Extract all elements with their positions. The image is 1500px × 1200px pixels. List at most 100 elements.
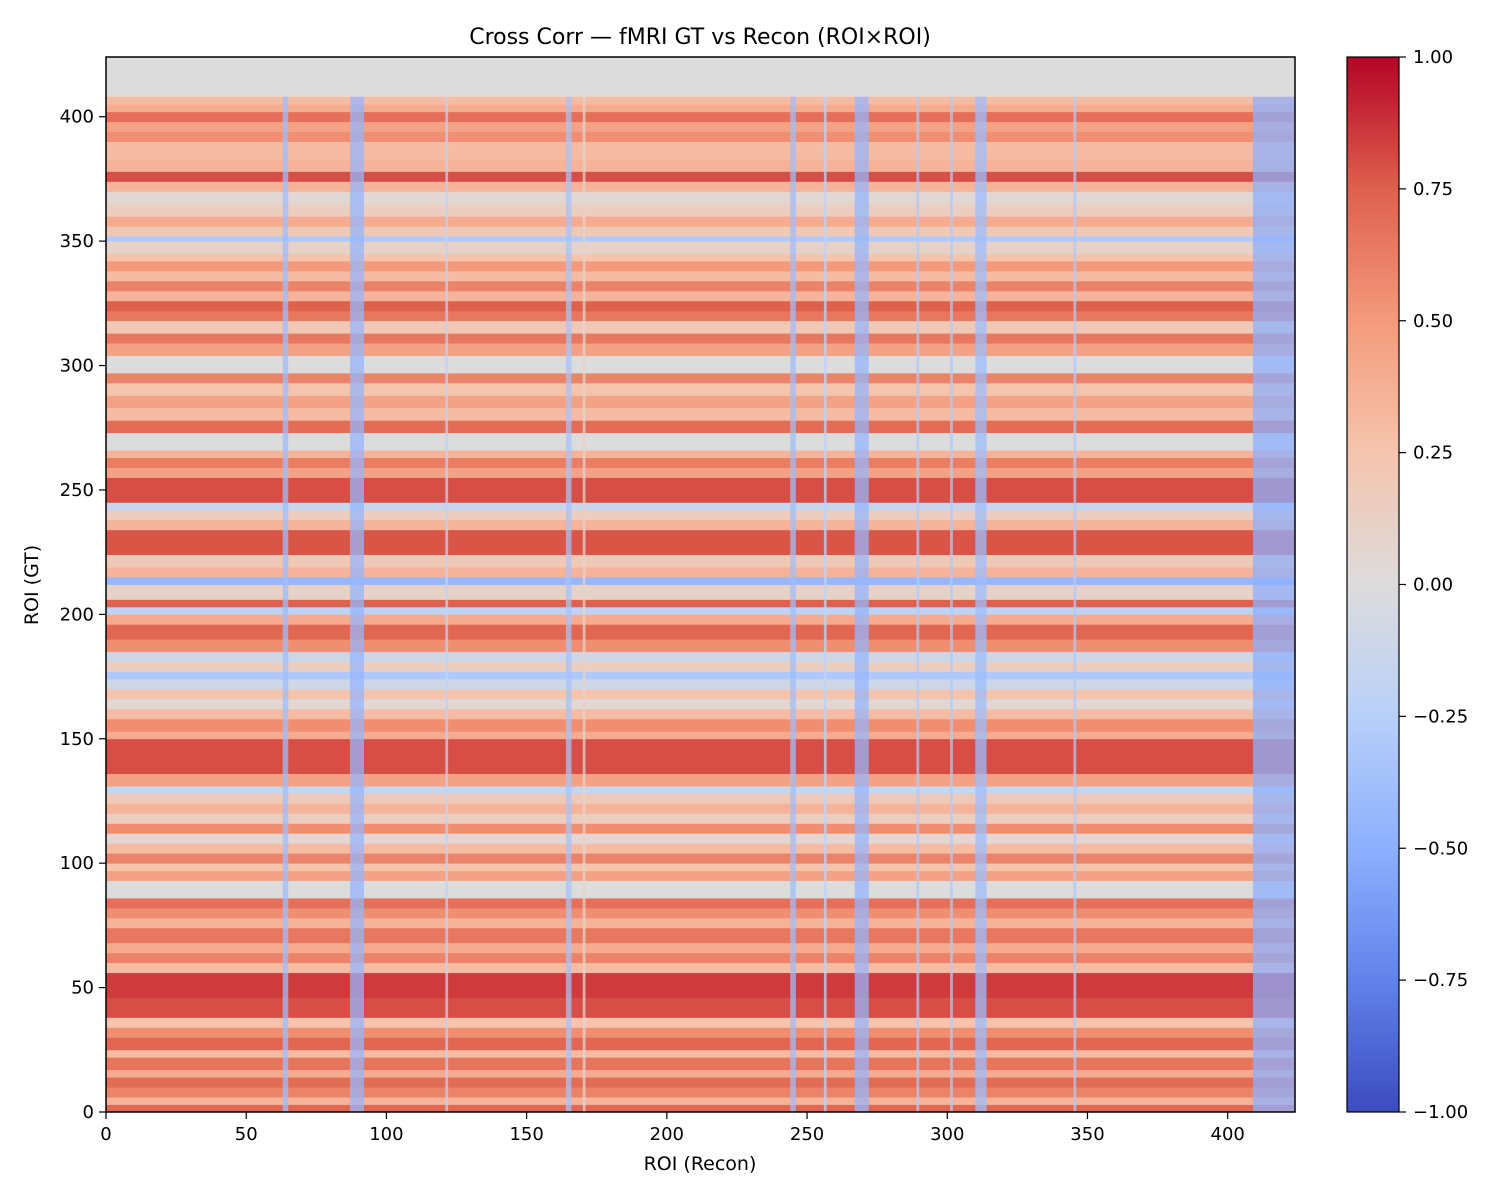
heatmap-row-band xyxy=(106,216,1295,227)
y-tick-label: 0 xyxy=(83,1102,94,1123)
heatmap-row-band xyxy=(106,253,1295,262)
heatmap-row-band xyxy=(106,1017,1295,1028)
heatmap-row-band xyxy=(106,320,1295,334)
heatmap-row-band xyxy=(106,111,1295,123)
heatmap-row-band xyxy=(106,171,1295,182)
heatmap-row-band xyxy=(106,927,1295,944)
heatmap-row-band xyxy=(106,773,1295,787)
colorbar-tick-label: −0.50 xyxy=(1413,838,1468,859)
heatmap-row-band xyxy=(106,203,1295,217)
heatmap-column-band xyxy=(1073,96,1077,1112)
heatmap-row-band xyxy=(106,502,1295,511)
heatmap-row-band xyxy=(106,1104,1295,1113)
x-tick-label: 300 xyxy=(930,1124,964,1145)
heatmap-row-band xyxy=(106,813,1295,824)
y-tick-label: 250 xyxy=(60,480,94,501)
heatmap-row-band xyxy=(106,1049,1295,1058)
heatmap-row-band xyxy=(106,793,1295,804)
y-tick-label: 50 xyxy=(71,978,94,999)
heatmap-row-band xyxy=(106,191,1295,205)
heatmap-row-band xyxy=(106,355,1295,374)
heatmap-row-band xyxy=(106,1087,1295,1098)
y-tick-label: 300 xyxy=(60,356,94,377)
x-tick-label: 250 xyxy=(790,1124,824,1145)
heatmap-row-band xyxy=(106,823,1295,834)
heatmap-row-band xyxy=(106,997,1295,1018)
heatmap-row-band xyxy=(106,661,1295,672)
heatmap-row-band xyxy=(106,584,1295,600)
colorbar: 1.00 0.75 0.50 0.25 0.00 −0.25 −0.50 −0.75 −1.00 xyxy=(1346,47,1468,1123)
heatmap-row-band xyxy=(106,731,1295,740)
colorbar-tick-label: −0.75 xyxy=(1413,970,1468,991)
heatmap-row-band xyxy=(106,870,1295,881)
heatmap-row-band xyxy=(106,457,1295,468)
y-tick-label: 200 xyxy=(60,604,94,625)
heatmap-row-band xyxy=(106,698,1295,710)
heatmap-row-band xyxy=(106,679,1295,690)
heatmap-row-band xyxy=(106,290,1295,302)
heatmap-column-band xyxy=(445,96,449,1112)
heatmap-row-band xyxy=(106,898,1295,909)
heatmap-column-band xyxy=(950,96,953,1112)
colorbar-tick-label: 0.00 xyxy=(1413,575,1453,596)
colorbar-tick-label: 0.25 xyxy=(1413,443,1453,464)
heatmap-row-band xyxy=(106,477,1295,503)
heatmap-row-band xyxy=(106,420,1295,434)
heatmap-row-band xyxy=(106,96,1295,105)
heatmap-row-band xyxy=(106,509,1295,521)
heatmap-row-band xyxy=(106,833,1295,844)
heatmap-row-band xyxy=(106,407,1295,421)
heatmap-row-band xyxy=(106,803,1295,814)
heatmap-row-band xyxy=(106,689,1295,700)
heatmap-row-band xyxy=(106,519,1295,531)
heatmap-row-band xyxy=(106,104,1295,113)
heatmap-row-band xyxy=(106,467,1295,478)
x-tick-label: 350 xyxy=(1070,1124,1104,1145)
heatmap-row-band xyxy=(106,614,1295,625)
heatmap-column-band xyxy=(282,96,289,1112)
heatmap-column-band xyxy=(790,96,796,1112)
heatmap-row-band xyxy=(106,333,1295,344)
heatmap-row-band xyxy=(106,236,1295,242)
heatmap-row-band xyxy=(106,651,1295,663)
heatmap-row-band xyxy=(106,261,1295,272)
heatmap-column-band xyxy=(975,96,987,1112)
heatmap-row-band xyxy=(106,382,1295,396)
heatmap-row-band xyxy=(106,554,1295,568)
heatmap-column-band xyxy=(565,96,572,1112)
x-tick-label: 50 xyxy=(235,1124,258,1145)
heatmap-column-band xyxy=(349,96,364,1112)
x-tick-label: 100 xyxy=(369,1124,403,1145)
y-tick-label: 350 xyxy=(60,231,94,252)
heatmap-column-band xyxy=(916,96,920,1112)
heatmap-column-band xyxy=(1252,96,1295,1112)
heatmap-row-band xyxy=(106,786,1295,794)
colorbar-tick-label: 1.00 xyxy=(1413,47,1453,68)
heatmap-row-band xyxy=(106,962,1295,974)
heatmap-row-band xyxy=(106,181,1295,192)
heatmap-row-band xyxy=(106,738,1295,775)
chart-title: Cross Corr — fMRI GT vs Recon (ROI×ROI) xyxy=(469,25,931,50)
heatmap-row-band xyxy=(106,718,1295,732)
y-axis-label: ROI (GT) xyxy=(21,545,43,625)
heatmap-row-band xyxy=(106,1037,1295,1051)
heatmap-row-band xyxy=(106,395,1295,409)
heatmap-row-band xyxy=(106,671,1295,680)
heatmap-row-band xyxy=(106,121,1295,133)
x-tick-label: 150 xyxy=(509,1124,543,1145)
colorbar-tick-label: −0.25 xyxy=(1413,706,1468,727)
heatmap-column-band xyxy=(823,96,827,1112)
heatmap-row-band xyxy=(106,907,1295,919)
heatmap-row-band xyxy=(106,606,1295,615)
colorbar-tick-label: 0.75 xyxy=(1413,179,1453,200)
heatmap-row-band xyxy=(106,952,1295,964)
heatmap-row-band xyxy=(106,1057,1295,1071)
heatmap-row-band xyxy=(106,880,1295,899)
y-tick-label: 100 xyxy=(60,853,94,874)
heatmap-row-band xyxy=(106,853,1295,864)
heatmap-row-band xyxy=(106,141,1295,160)
heatmap-row-band xyxy=(106,1069,1295,1078)
heatmap-row-band xyxy=(106,300,1295,312)
heatmap-columns xyxy=(282,96,1295,1112)
